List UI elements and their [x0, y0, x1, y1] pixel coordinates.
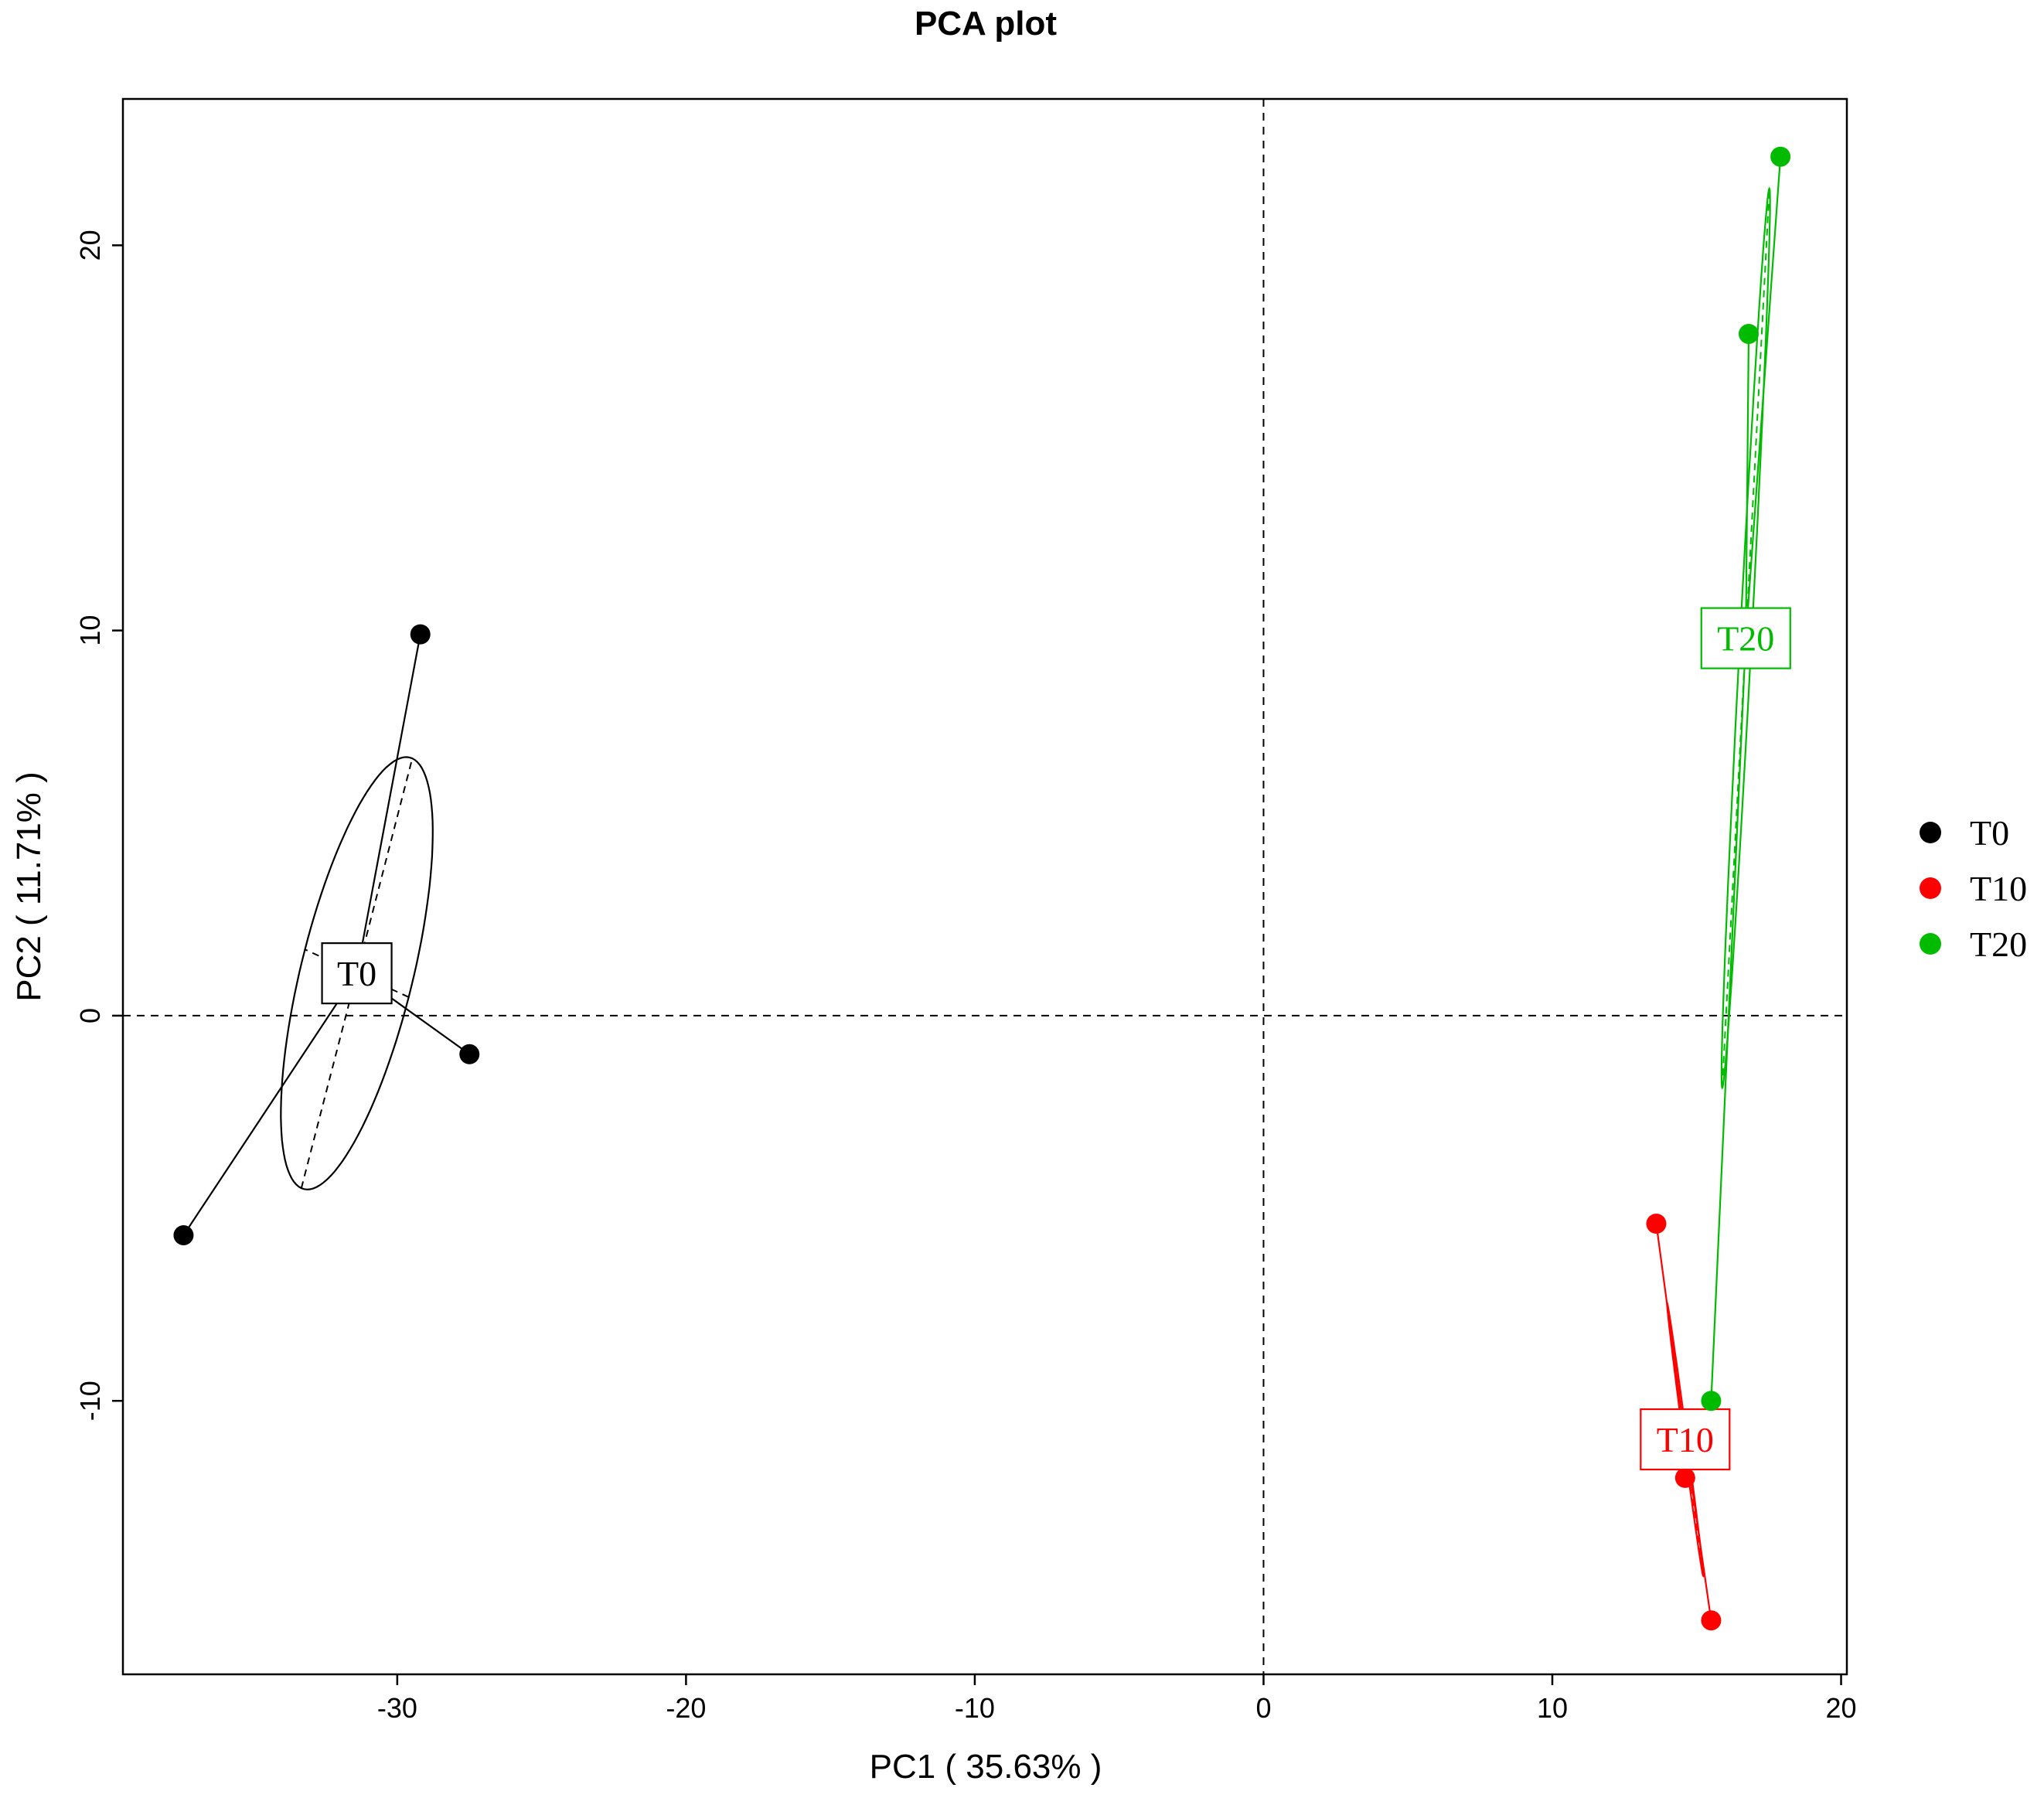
data-point — [1701, 1391, 1722, 1411]
legend: T0 T10 T20 — [1920, 813, 2027, 964]
x-tick-label: 10 — [1537, 1692, 1568, 1724]
data-point — [1701, 1610, 1722, 1631]
axes: -30 -20 -10 0 10 20 -10 0 10 20 — [74, 230, 1857, 1724]
spoke-line — [1655, 1223, 1686, 1440]
y-tick-label: 20 — [74, 230, 106, 261]
legend-label-t10: T10 — [1970, 869, 2027, 908]
data-point — [459, 1044, 480, 1064]
y-axis-label: PC2 ( 11.71% ) — [10, 771, 48, 1002]
data-point — [1646, 1214, 1667, 1234]
legend-marker-t20 — [1920, 933, 1941, 955]
ellipse-t0 — [280, 756, 434, 1190]
group-label: T10 — [1657, 1420, 1714, 1459]
x-tick-label: -30 — [377, 1692, 417, 1724]
y-tick-label: 0 — [74, 1008, 106, 1023]
spoke-line — [182, 972, 358, 1236]
group-label-box — [1640, 1408, 1731, 1471]
legend-label-t0: T0 — [1970, 813, 2009, 853]
group-label-box — [1700, 607, 1791, 669]
data-point — [173, 1224, 194, 1245]
data-point — [1674, 1467, 1695, 1488]
x-tick-label: -10 — [955, 1692, 995, 1724]
group-t20: T20 — [1700, 146, 1791, 1411]
group-t10: T10 — [1640, 1214, 1731, 1631]
group-t0: T0 — [173, 624, 480, 1245]
data-point — [410, 624, 431, 645]
plot-frame — [121, 97, 1848, 1676]
y-tick-label: -10 — [74, 1381, 106, 1421]
x-tick-label: 20 — [1826, 1692, 1857, 1724]
spoke-line — [1710, 638, 1747, 1401]
chart-title: PCA plot — [915, 5, 1057, 43]
data-point — [1738, 323, 1759, 344]
legend-marker-t0 — [1920, 822, 1941, 843]
legend-label-t20: T20 — [1970, 925, 2027, 964]
data-point — [1770, 146, 1791, 167]
spoke-line — [1745, 333, 1750, 638]
group-label-box — [321, 942, 393, 1005]
x-tick-label: 0 — [1255, 1692, 1271, 1724]
x-tick-label: -20 — [666, 1692, 706, 1724]
legend-marker-t10 — [1920, 877, 1941, 899]
plot-area: T0 T10 T20 — [123, 99, 1847, 1674]
group-label: T0 — [337, 954, 376, 993]
y-tick-label: 10 — [74, 615, 106, 646]
x-axis-label: PC1 ( 35.63% ) — [870, 1748, 1102, 1786]
spoke-line — [356, 634, 421, 974]
spoke-line — [1745, 156, 1782, 638]
group-label: T20 — [1717, 619, 1774, 659]
